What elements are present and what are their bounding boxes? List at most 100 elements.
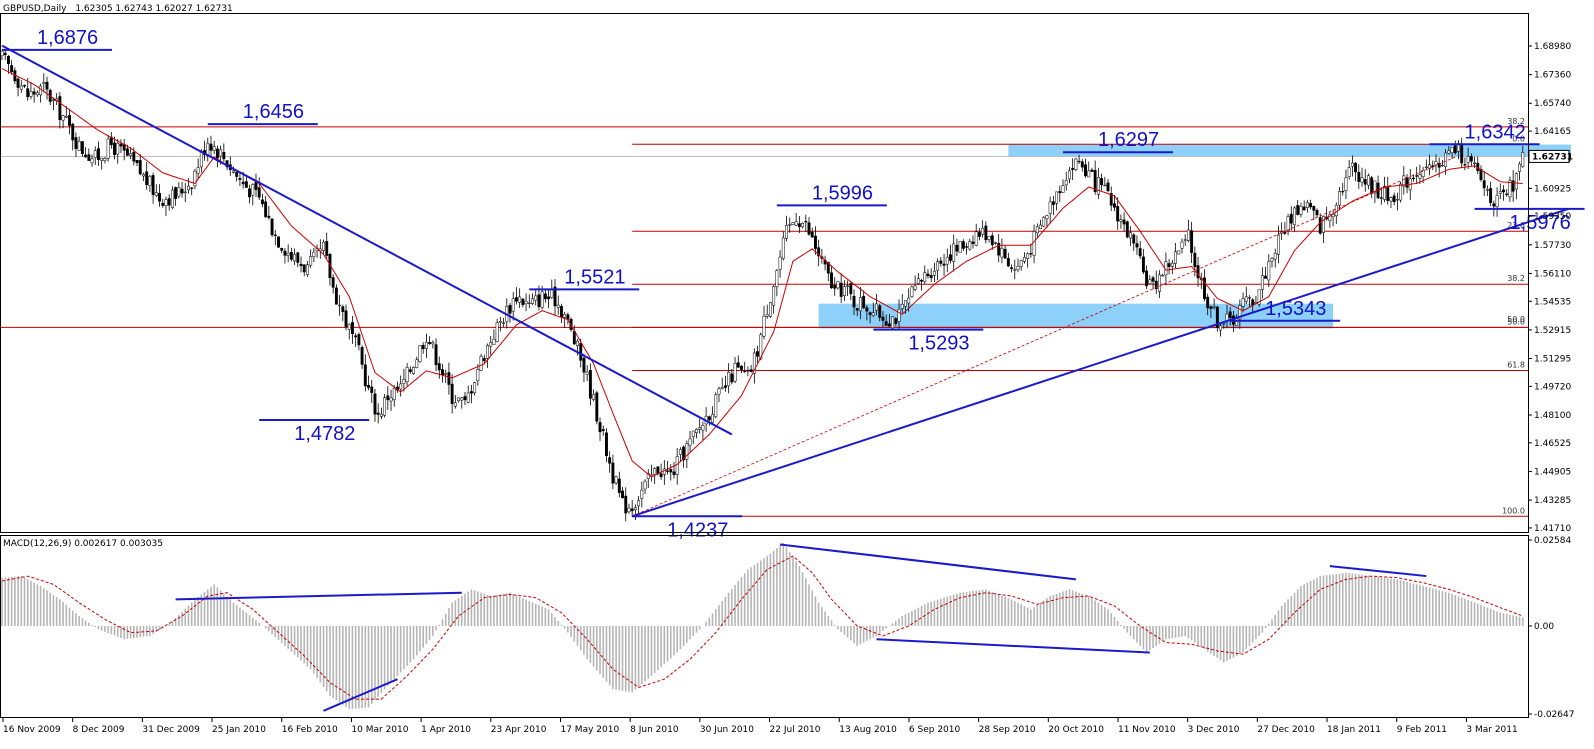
candle-body xyxy=(457,397,461,402)
candle-body xyxy=(444,373,448,375)
candle-body xyxy=(801,223,805,228)
candle-body xyxy=(839,282,843,297)
candle-body xyxy=(39,85,43,96)
candle-body xyxy=(97,148,100,160)
fib-label: 100.0 xyxy=(1502,506,1525,515)
candle-body xyxy=(1048,201,1052,214)
candle-body xyxy=(675,456,679,475)
candle-body xyxy=(100,157,104,161)
fib-label: 50.0 xyxy=(1507,317,1525,326)
candle-body xyxy=(733,362,737,382)
candle-body xyxy=(347,323,351,330)
price-tick-label: 1.52915 xyxy=(1534,326,1571,336)
candle-body xyxy=(1389,197,1393,202)
candle-body xyxy=(534,295,538,301)
candle-body xyxy=(1064,180,1068,186)
candle-body xyxy=(257,187,261,198)
candle-body xyxy=(486,345,489,359)
candle-body xyxy=(868,312,872,315)
candle-body xyxy=(1125,221,1129,238)
highlight-zone xyxy=(818,303,1334,329)
candle-body xyxy=(910,286,914,297)
candle-body xyxy=(1260,275,1264,290)
candle-body xyxy=(852,295,856,308)
candle-body xyxy=(1437,163,1441,168)
candle-body xyxy=(1498,191,1502,194)
candle-body xyxy=(714,394,718,417)
candle-body xyxy=(450,383,454,404)
candle-body xyxy=(1122,219,1126,225)
candle-body xyxy=(29,91,33,97)
price-tick-label: 1.64165 xyxy=(1534,127,1571,137)
candle-body xyxy=(164,199,168,206)
candle-body xyxy=(32,91,36,95)
candle-body xyxy=(624,495,628,514)
date-tick-label: 1 Apr 2010 xyxy=(421,725,471,735)
candle-body xyxy=(1058,191,1062,194)
candle-body xyxy=(958,241,962,253)
candle-body xyxy=(656,466,660,474)
candle-body xyxy=(788,224,792,226)
candle-body xyxy=(1508,180,1512,198)
date-tick-label: 16 Feb 2010 xyxy=(282,725,338,735)
support-resistance-zones xyxy=(818,144,1572,329)
candle-body xyxy=(1315,210,1319,216)
candle-body xyxy=(1360,177,1364,183)
candle-body xyxy=(1386,186,1390,201)
fib-label: 50.0 xyxy=(1507,315,1525,324)
candle-body xyxy=(1180,241,1184,249)
candle-body xyxy=(370,386,374,393)
candle-body xyxy=(1113,203,1116,208)
candle-body xyxy=(939,260,943,264)
candle-body xyxy=(1061,185,1065,193)
candle-body xyxy=(351,322,354,335)
candle-body xyxy=(334,287,338,305)
candle-body xyxy=(476,369,480,382)
candle-body xyxy=(653,468,657,475)
candle-body xyxy=(1289,213,1293,224)
candle-body xyxy=(553,286,557,307)
candle-body xyxy=(90,158,94,164)
candle-body xyxy=(1039,224,1042,230)
candle-body xyxy=(768,302,772,317)
candle-body xyxy=(286,253,290,256)
candle-body xyxy=(437,363,441,371)
candle-body xyxy=(997,243,1001,256)
candle-body xyxy=(595,392,599,422)
trendlines xyxy=(1,44,1569,518)
candle-body xyxy=(344,310,348,328)
candle-body xyxy=(187,185,190,191)
candle-body xyxy=(672,471,676,475)
candle-body xyxy=(1312,205,1316,211)
candle-body xyxy=(746,369,750,372)
candle-body xyxy=(376,412,380,415)
candle-body xyxy=(1154,280,1158,290)
candle-body xyxy=(916,278,920,284)
candle-body xyxy=(1087,170,1091,178)
candle-body xyxy=(473,382,477,394)
candle-body xyxy=(1270,258,1274,262)
candle-body xyxy=(524,300,528,305)
candle-body xyxy=(913,285,917,290)
candle-body xyxy=(1302,206,1306,211)
candle-body xyxy=(170,189,174,208)
candle-body xyxy=(341,306,345,312)
candle-body xyxy=(1492,203,1496,207)
candle-body xyxy=(1042,216,1046,227)
candle-body xyxy=(331,277,335,288)
candle-body xyxy=(312,251,316,258)
candle-body xyxy=(830,272,833,288)
candle-body xyxy=(3,52,7,56)
candle-body xyxy=(1228,311,1232,318)
candle-body xyxy=(688,438,692,446)
candle-body xyxy=(1186,229,1190,241)
candle-body xyxy=(273,234,277,237)
candle-body xyxy=(1357,172,1361,182)
candle-body xyxy=(1193,252,1197,268)
candle-body xyxy=(418,345,422,362)
candle-body xyxy=(1485,189,1489,191)
candle-body xyxy=(302,264,306,273)
candle-body xyxy=(1318,217,1322,234)
candle-body xyxy=(58,96,62,121)
trendline xyxy=(631,208,1569,518)
